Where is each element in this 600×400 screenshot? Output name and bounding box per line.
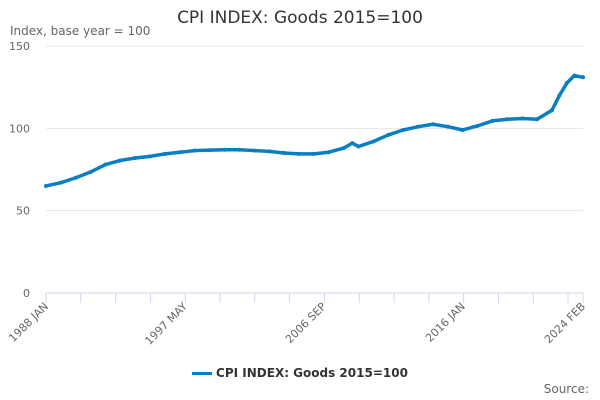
data-point	[549, 108, 554, 113]
data-point	[207, 148, 212, 153]
data-point	[311, 151, 316, 156]
y-tick-label: 0	[23, 287, 30, 300]
legend-label: CPI INDEX: Goods 2015=100	[216, 366, 408, 380]
x-tick-label: 2024 FEB	[542, 300, 588, 346]
data-point	[430, 122, 435, 127]
data-point	[118, 158, 123, 163]
data-point	[222, 147, 227, 152]
data-point	[505, 117, 510, 122]
data-point	[460, 127, 465, 132]
data-point	[564, 81, 569, 86]
data-point	[557, 93, 562, 98]
data-point	[350, 141, 355, 146]
data-point	[371, 139, 376, 144]
data-point	[572, 73, 577, 78]
chart-title: CPI INDEX: Goods 2015=100	[177, 8, 423, 28]
data-point	[326, 150, 331, 155]
x-tick-label: 2016 JAN	[423, 300, 468, 345]
data-point	[148, 154, 153, 159]
x-tick-label: 2006 SEP	[283, 300, 329, 346]
y-tick-label: 50	[16, 205, 30, 218]
legend-item[interactable]: CPI INDEX: Goods 2015=100	[0, 366, 600, 380]
data-point	[581, 75, 585, 80]
data-point	[44, 183, 48, 188]
data-point	[445, 124, 450, 129]
legend-swatch	[192, 372, 213, 375]
data-point	[520, 116, 525, 121]
data-point	[475, 123, 480, 128]
data-point	[192, 148, 197, 153]
data-point	[535, 117, 540, 122]
data-point	[267, 149, 272, 154]
data-point	[58, 180, 63, 185]
data-point	[133, 155, 138, 160]
data-point	[282, 151, 287, 156]
source-label: Source:	[543, 382, 589, 396]
y-axis-label: Index, base year = 100	[10, 24, 151, 38]
data-point	[356, 144, 361, 149]
data-point	[490, 118, 495, 123]
data-point	[401, 127, 406, 132]
y-tick-label: 100	[9, 122, 30, 135]
data-point	[177, 150, 182, 155]
x-tick-label: 1988 JAN	[6, 300, 51, 345]
data-point	[237, 147, 242, 152]
data-point	[296, 151, 301, 156]
y-tick-label: 150	[9, 40, 30, 53]
series-line	[45, 73, 584, 188]
data-point	[163, 151, 168, 156]
data-point	[416, 124, 421, 129]
data-point	[341, 146, 346, 151]
data-point	[103, 162, 108, 167]
x-tick-label: 1997 MAY	[142, 300, 190, 348]
data-point	[88, 169, 93, 174]
data-point	[252, 148, 257, 153]
data-point	[73, 175, 78, 180]
data-point	[386, 132, 391, 137]
